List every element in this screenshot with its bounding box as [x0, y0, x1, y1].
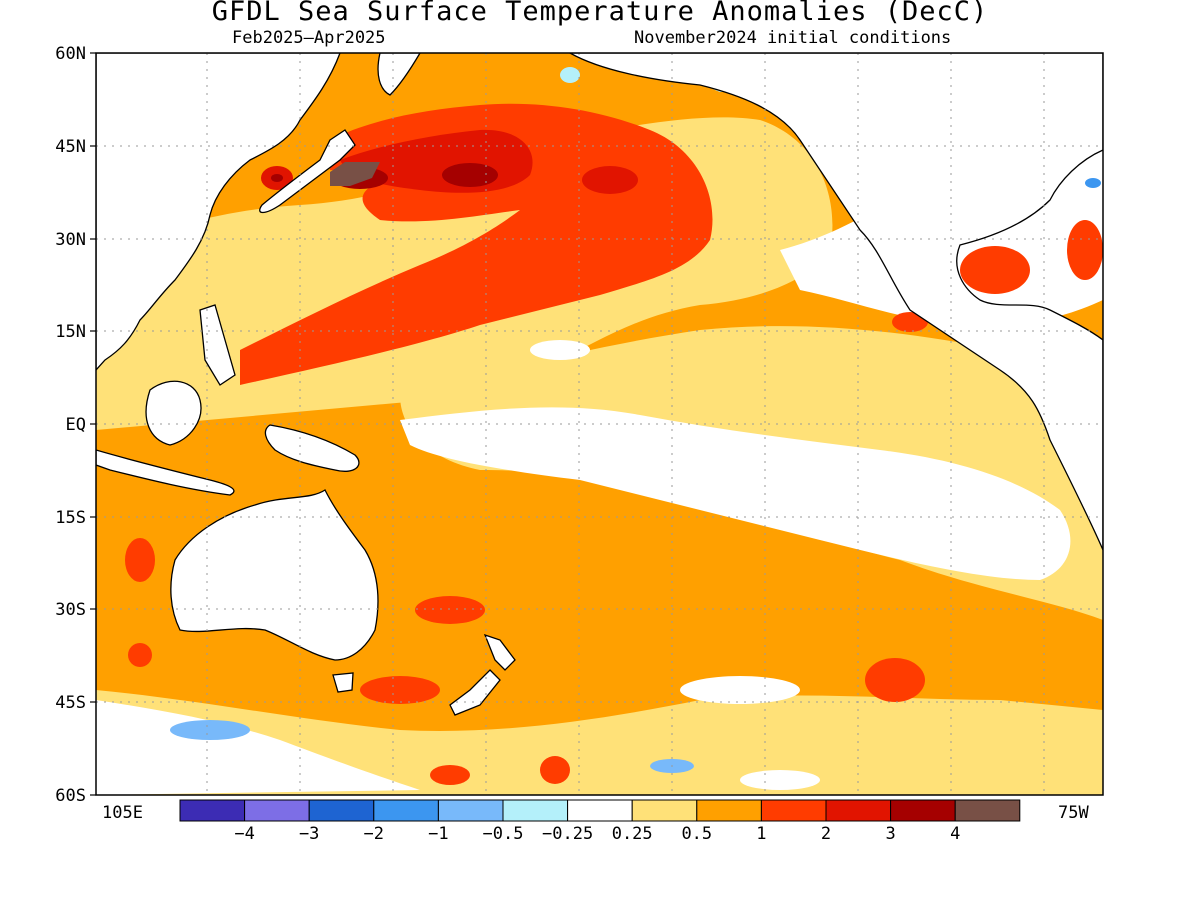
colorbar-swatch	[825, 799, 892, 822]
colorbar-swatch	[954, 799, 1021, 822]
colorbar-tick-label: −2	[363, 824, 385, 844]
colorbar-tick-label: −3	[298, 824, 320, 844]
anomaly-warm-patch	[415, 596, 485, 624]
anomaly-white-equatorial	[400, 407, 1071, 580]
lon-label-right: 75W	[1058, 803, 1089, 823]
land-new-zealand-south	[449, 669, 501, 716]
lat-label: 45S	[55, 693, 86, 713]
colorbar-tick-label: −1	[428, 824, 449, 844]
colorbar-tick-label: −4	[234, 824, 255, 844]
anomaly-white-patch	[740, 770, 820, 790]
colorbar-tick-label: −0.5	[482, 824, 524, 844]
anomaly-white-sw-pacific	[96, 700, 420, 795]
land-borneo	[145, 380, 202, 446]
colorbar	[179, 799, 1021, 822]
anomaly-extreme-brown	[330, 162, 380, 186]
colorbar-tick-label: 1	[756, 824, 767, 844]
anomaly-warm-core-maroon	[271, 174, 283, 182]
anomaly-cool-patch	[1085, 178, 1101, 188]
colorbar-swatch	[890, 799, 956, 822]
anomaly-warm-core-maroon	[442, 163, 498, 187]
anomaly-warm-patch	[540, 756, 570, 784]
lat-label: 45N	[55, 137, 86, 157]
anomaly-white-patch	[680, 676, 800, 704]
colorbar-swatch	[567, 799, 633, 822]
colorbar-swatch	[179, 799, 246, 822]
colorbar-tick-label: 0.5	[681, 824, 713, 844]
axis-ticks	[90, 52, 96, 796]
land-asia	[96, 53, 341, 371]
lat-label: 60N	[55, 44, 86, 64]
anomaly-warm-patch	[128, 643, 152, 667]
lat-label: 30S	[55, 600, 86, 620]
land-new-zealand-north	[483, 633, 516, 671]
colorbar-tick-label: 4	[950, 824, 961, 844]
land-sumatra-java	[96, 449, 235, 496]
lon-label-left: 105E	[102, 803, 143, 823]
anomaly-warm-patch	[360, 676, 440, 704]
anomaly-warm-patch	[892, 312, 928, 332]
land-australia	[170, 489, 379, 661]
colorbar-tick-label: 2	[820, 824, 832, 844]
anomaly-cool-patch	[170, 720, 250, 740]
anomaly-white-patch	[530, 340, 590, 360]
lat-label: 15N	[55, 322, 86, 342]
anomaly-warm-patch	[960, 246, 1030, 294]
land-new-guinea	[264, 424, 360, 472]
colorbar-tick-label: −0.25	[542, 824, 594, 844]
colorbar-swatch	[502, 799, 569, 822]
colorbar-tick-label: 0.25	[611, 824, 653, 844]
lat-label: 30N	[55, 230, 86, 250]
anomaly-warm-core-dark-red	[582, 166, 638, 194]
anomaly-warm-patch	[1067, 220, 1103, 280]
initial-conditions: November2024 initial conditions	[634, 28, 952, 48]
land-philippines	[199, 304, 236, 386]
land-kamchatka	[377, 53, 421, 96]
colorbar-swatch	[437, 799, 504, 822]
land-masses	[96, 53, 1103, 716]
colorbar-swatch	[696, 799, 762, 822]
forecast-period: Feb2025–Apr2025	[232, 28, 386, 48]
land-japan	[259, 129, 356, 214]
colorbar-tick-label: 3	[885, 824, 896, 844]
anomaly-cool-patch	[560, 67, 580, 83]
anomaly-warm-patch	[865, 658, 925, 702]
colorbar-swatch	[308, 799, 375, 822]
colorbar-swatch	[631, 799, 698, 822]
map-title: GFDL Sea Surface Temperature Anomalies (…	[211, 0, 989, 27]
anomaly-warm-patch	[125, 538, 155, 582]
lat-label: EQ	[65, 415, 86, 435]
lat-label: 60S	[55, 786, 86, 806]
map-field	[96, 53, 1103, 795]
colorbar-swatch	[373, 799, 439, 822]
colorbar-swatch	[760, 799, 827, 822]
lat-label: 15S	[55, 508, 86, 528]
colorbar-swatch	[244, 799, 310, 822]
land-tasmania	[332, 672, 354, 693]
land-north-america	[568, 53, 1103, 551]
anomaly-warm-patch	[430, 765, 470, 785]
